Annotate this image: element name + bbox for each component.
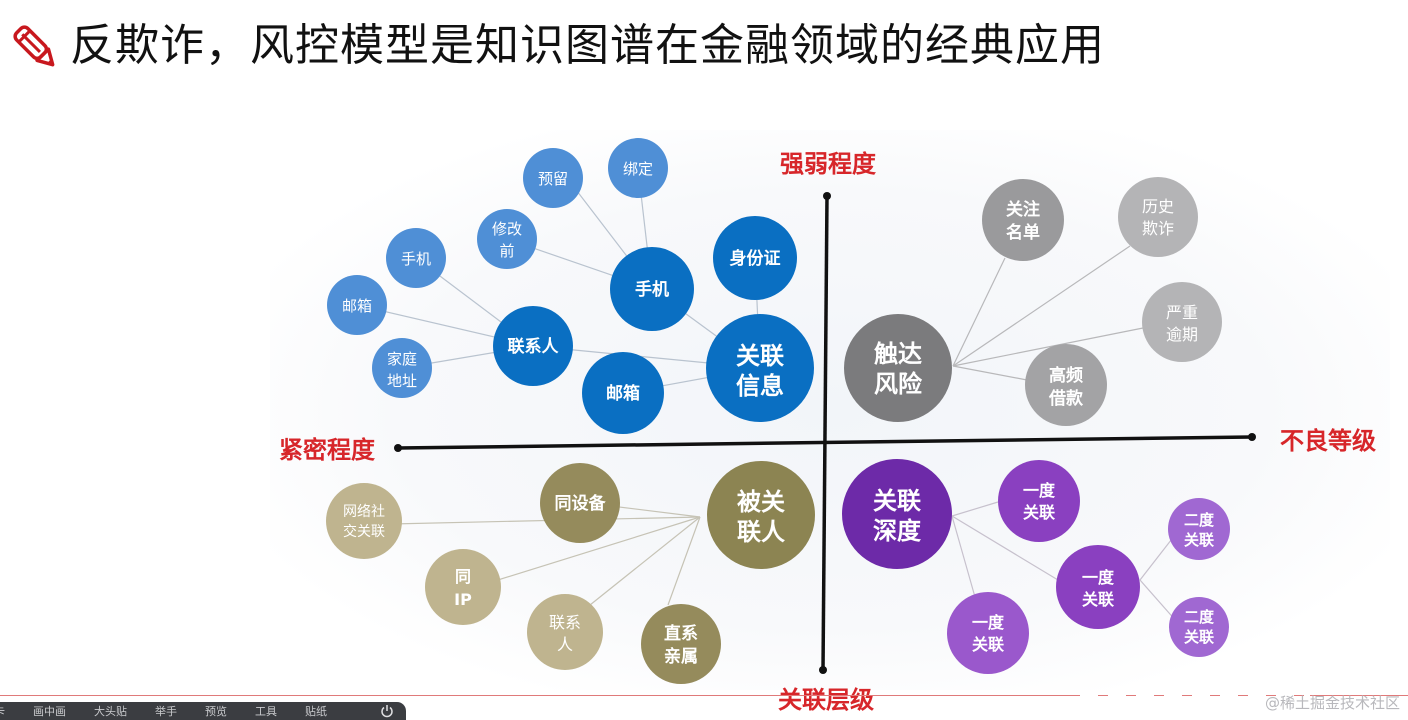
toolbar-item-preview[interactable]: 预览 xyxy=(205,705,227,718)
watermark: @稀土掘金技术社区 xyxy=(1264,694,1400,712)
node-first-degree-2[interactable] xyxy=(1056,545,1140,629)
node-contact[interactable] xyxy=(493,306,573,386)
node-phone[interactable] xyxy=(610,247,694,331)
node-group-contact-risk: 触达风险 关注名单 历史欺诈 严重逾期 高频借款 xyxy=(844,177,1222,426)
node-watchlist[interactable] xyxy=(982,179,1064,261)
svg-text:关联信息: 关联信息 xyxy=(736,342,784,400)
footer-line-dash xyxy=(1080,695,1310,697)
node-before-change[interactable] xyxy=(477,209,537,269)
node-associated-persons[interactable] xyxy=(707,461,815,569)
node-group-related-info: 关联信息 身份证 手机 邮箱 联系人 预留 绑定 修改前 手机 邮箱 家庭地址 xyxy=(327,138,814,434)
node-first-degree-1[interactable] xyxy=(998,460,1080,542)
axes xyxy=(394,192,1256,674)
node-association-depth[interactable] xyxy=(842,459,952,569)
meeting-toolbar: 卡 画中画 大头贴 举手 预览 工具 贴纸 xyxy=(0,702,406,720)
node-immediate-family[interactable] xyxy=(641,604,721,684)
svg-text:修改前: 修改前 xyxy=(492,220,522,260)
node-contact-person[interactable] xyxy=(527,594,603,670)
svg-text:联系人: 联系人 xyxy=(549,613,581,654)
node-group-association-depth: 关联深度 一度关联 一度关联 一度关联 二度关联 二度关联 xyxy=(842,459,1230,674)
svg-text:绑定: 绑定 xyxy=(623,160,653,178)
axis-label-top: 强弱程度 xyxy=(780,150,877,178)
slide-footer-line xyxy=(0,695,1408,696)
svg-text:一度关联: 一度关联 xyxy=(1082,568,1115,609)
svg-text:联系人: 联系人 xyxy=(508,337,560,357)
svg-text:同IP: 同 IP xyxy=(454,567,472,609)
svg-text:邮箱: 邮箱 xyxy=(342,297,372,315)
node-reserved[interactable] xyxy=(523,148,583,208)
node-fraud-history[interactable] xyxy=(1118,177,1198,257)
quadrant-top-right xyxy=(952,245,1144,381)
svg-text:邮箱: 邮箱 xyxy=(606,383,640,404)
node-same-ip[interactable] xyxy=(425,549,501,625)
node-group-associated-persons: 被关联人 同设备 网络社交关联 同 IP 联系人 直系亲属 xyxy=(326,461,815,684)
svg-text:高频借款: 高频借款 xyxy=(1048,365,1084,409)
slide-header: 反欺诈，风控模型是知识图谱在金融领域的经典应用 xyxy=(0,0,1408,90)
svg-text:手机: 手机 xyxy=(635,279,669,300)
svg-text:网络社交关联: 网络社交关联 xyxy=(343,504,385,540)
toolbar-item-raise-hand[interactable]: 举手 xyxy=(155,705,177,718)
svg-text:关注名单: 关注名单 xyxy=(1006,199,1040,243)
svg-text:二度关联: 二度关联 xyxy=(1184,511,1215,549)
axis-label-left: 紧密程度 xyxy=(279,436,376,464)
toolbar-item-picture-in-picture[interactable]: 画中画 xyxy=(33,705,66,718)
node-contact-email[interactable] xyxy=(327,275,387,335)
node-first-degree-3[interactable] xyxy=(947,592,1029,674)
svg-text:预留: 预留 xyxy=(538,170,568,188)
node-social-network[interactable] xyxy=(326,483,402,559)
toolbar-item-card[interactable]: 卡 xyxy=(0,703,19,719)
pencil-icon xyxy=(13,25,55,67)
quadrant-bottom-right xyxy=(951,501,1178,623)
svg-text:二度关联: 二度关联 xyxy=(1184,608,1215,646)
node-home-address[interactable] xyxy=(372,338,432,398)
node-second-degree-1[interactable] xyxy=(1168,498,1230,560)
node-contact-phone[interactable] xyxy=(386,228,446,288)
toolbar-item-avatar-sticker[interactable]: 大头贴 xyxy=(94,705,127,718)
svg-text:手机: 手机 xyxy=(401,250,431,268)
toolbar-item-tools[interactable]: 工具 xyxy=(255,705,277,718)
svg-text:一度关联: 一度关联 xyxy=(1023,481,1056,522)
svg-text:同设备: 同设备 xyxy=(555,493,607,514)
power-icon[interactable] xyxy=(380,704,394,718)
node-second-degree-2[interactable] xyxy=(1169,597,1229,657)
svg-text:身份证: 身份证 xyxy=(730,248,781,269)
node-email[interactable] xyxy=(582,352,664,434)
toolbar-item-stickers[interactable]: 贴纸 xyxy=(305,705,327,718)
node-same-device[interactable] xyxy=(540,463,620,543)
node-related-info[interactable] xyxy=(706,314,814,422)
svg-text:被关联人: 被关联人 xyxy=(737,488,785,546)
axis-label-bottom: 关联层级 xyxy=(778,686,874,714)
node-contact-risk[interactable] xyxy=(844,314,952,422)
axis-label-right: 不良等级 xyxy=(1280,427,1376,455)
svg-text:家庭地址: 家庭地址 xyxy=(387,350,417,390)
slide-title: 反欺诈，风控模型是知识图谱在金融领域的经典应用 xyxy=(70,20,1105,71)
node-id-card[interactable] xyxy=(713,216,797,300)
svg-text:触达风险: 触达风险 xyxy=(874,340,923,398)
svg-text:关联深度: 关联深度 xyxy=(873,487,922,545)
svg-text:严重逾期: 严重逾期 xyxy=(1166,303,1198,344)
svg-text:历史欺诈: 历史欺诈 xyxy=(1142,197,1174,238)
node-serious-overdue[interactable] xyxy=(1142,282,1222,362)
svg-text:一度关联: 一度关联 xyxy=(972,613,1005,654)
node-frequent-borrowing[interactable] xyxy=(1025,344,1107,426)
node-bound[interactable] xyxy=(608,138,668,198)
svg-text:直系亲属: 直系亲属 xyxy=(664,623,698,667)
